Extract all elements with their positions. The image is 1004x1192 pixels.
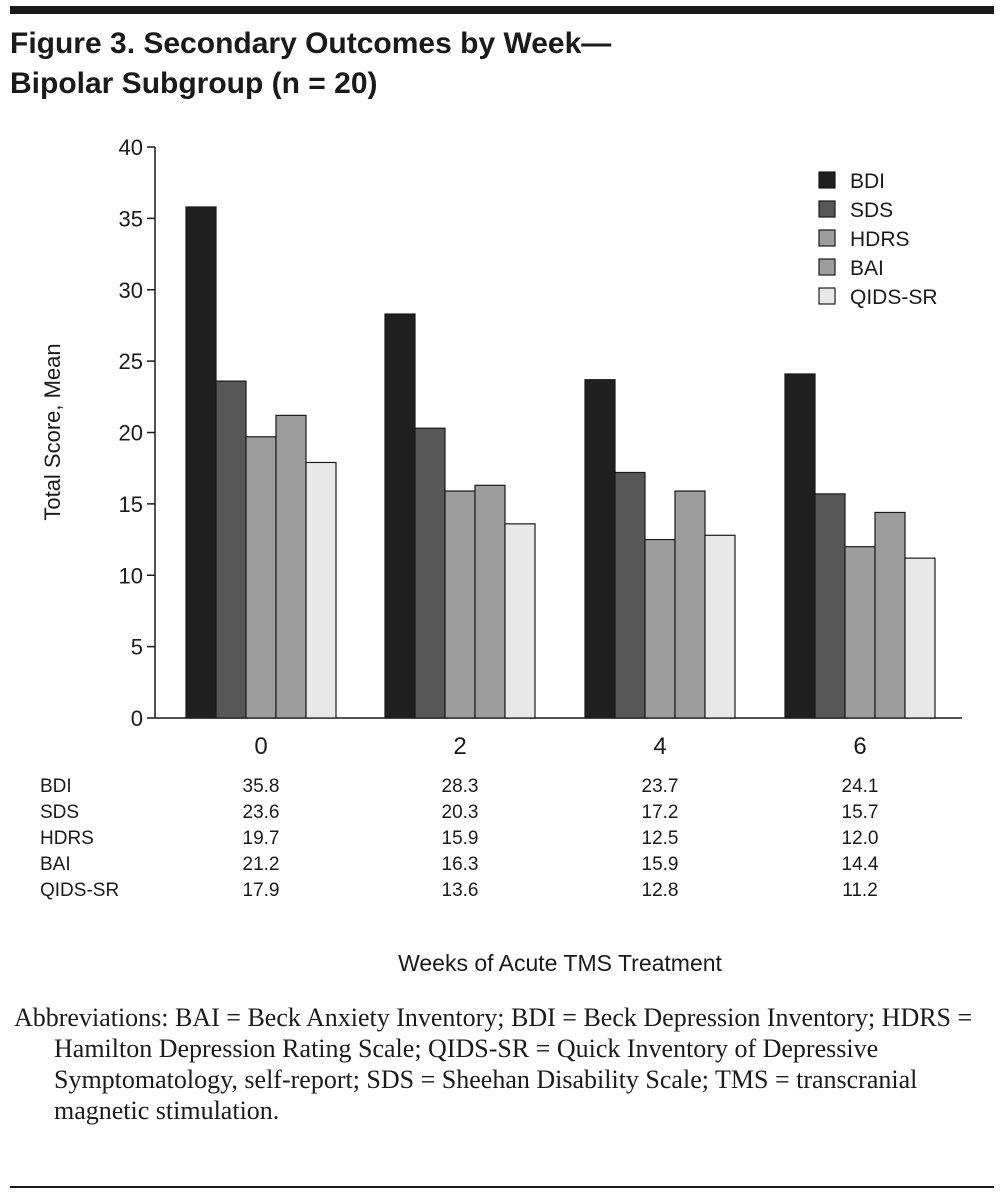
legend-swatch-bai [818,258,836,276]
bar-bai-week-0 [275,414,307,719]
y-tick-label: 30 [119,278,143,303]
data-table-value: 12.5 [642,828,679,849]
bar-qids-sr-week-0 [305,461,337,719]
figure-title: Figure 3. Secondary Outcomes by Week— Bi… [10,24,611,104]
data-table-value: 19.7 [243,828,280,849]
bar-bai-week-6 [874,511,906,719]
y-tick-label: 20 [119,421,143,446]
bar-bdi-week-4 [584,379,616,719]
x-tick-label: 0 [254,733,267,760]
y-tick-label: 40 [119,135,143,160]
data-table-value: 17.9 [243,880,280,901]
legend-label: BDI [850,170,885,193]
data-table-value: 28.3 [442,776,479,797]
data-table-value: 15.9 [642,854,679,875]
data-table-value: 12.8 [642,880,679,901]
top-rule [10,6,994,14]
data-table-row-label: QIDS-SR [40,880,119,901]
data-table-value: 23.6 [243,802,280,823]
bar-bai-week-2 [474,484,506,719]
bar-sds-week-2 [414,427,446,719]
title-line-1: Figure 3. Secondary Outcomes by Week— [10,27,612,60]
bar-hdrs-week-0 [245,436,277,719]
bar-qids-sr-week-4 [704,534,736,719]
bottom-rule [10,1186,994,1188]
bar-bai-week-4 [674,490,706,719]
footnote: Abbreviations: BAI = Beck Anxiety Invent… [14,1003,973,1125]
y-tick-label: 25 [119,349,143,374]
data-table-value: 21.2 [243,854,280,875]
legend-swatch-bdi [818,171,836,189]
legend-swatch-hdrs [818,229,836,247]
data-table-row-label: SDS [40,802,79,823]
y-tick-label: 5 [131,635,143,660]
bar-bdi-week-2 [384,313,416,719]
data-table-value: 15.9 [442,828,479,849]
data-table-value: 16.3 [442,854,479,875]
legend-label: QIDS-SR [850,286,938,309]
y-tick-label: 15 [119,492,143,517]
data-table-row-label: HDRS [40,828,94,849]
legend-swatch-qids-sr [818,287,836,305]
data-table-row-label: BAI [40,854,71,875]
data-table-row-label: BDI [40,776,72,797]
legend-label: BAI [850,257,884,280]
data-table-value: 20.3 [442,802,479,823]
legend-label: HDRS [850,228,910,251]
bar-qids-sr-week-6 [904,557,936,719]
bar-hdrs-week-2 [444,490,476,719]
data-table-value: 17.2 [642,802,679,823]
bar-hdrs-week-6 [844,546,876,719]
legend-swatch-sds [818,200,836,218]
x-axis-label: Weeks of Acute TMS Treatment [398,950,722,976]
bar-sds-week-4 [614,471,646,719]
data-table-value: 23.7 [642,776,679,797]
x-tick-label: 6 [853,733,866,760]
x-tick-label: 4 [653,733,666,760]
title-line-2: Bipolar Subgroup (n = 20) [10,67,378,100]
bar-bdi-week-0 [185,206,217,719]
y-axis-label: Total Score, Mean [40,343,65,520]
data-table-value: 15.7 [842,802,879,823]
bar-chart: 0 5 10 15 20 25 30 35 40 Total Score, Mean 0 35.8 23… [40,135,962,976]
data-table-value: 11.2 [842,880,878,901]
legend-label: SDS [850,199,893,222]
bar-hdrs-week-4 [644,538,676,719]
data-table-value: 24.1 [842,776,879,797]
bar-sds-week-0 [215,380,247,719]
bar-bdi-week-6 [784,373,816,719]
bar-qids-sr-week-2 [504,523,536,719]
y-tick-label: 35 [119,206,143,231]
data-table-value: 35.8 [243,776,280,797]
x-tick-label: 2 [453,733,466,760]
y-tick-label: 10 [119,563,143,588]
y-tick-label: 0 [131,706,143,731]
data-table-value: 13.6 [442,880,479,901]
bar-sds-week-6 [814,493,846,719]
data-table-value: 12.0 [842,828,879,849]
data-table-value: 14.4 [842,854,879,875]
